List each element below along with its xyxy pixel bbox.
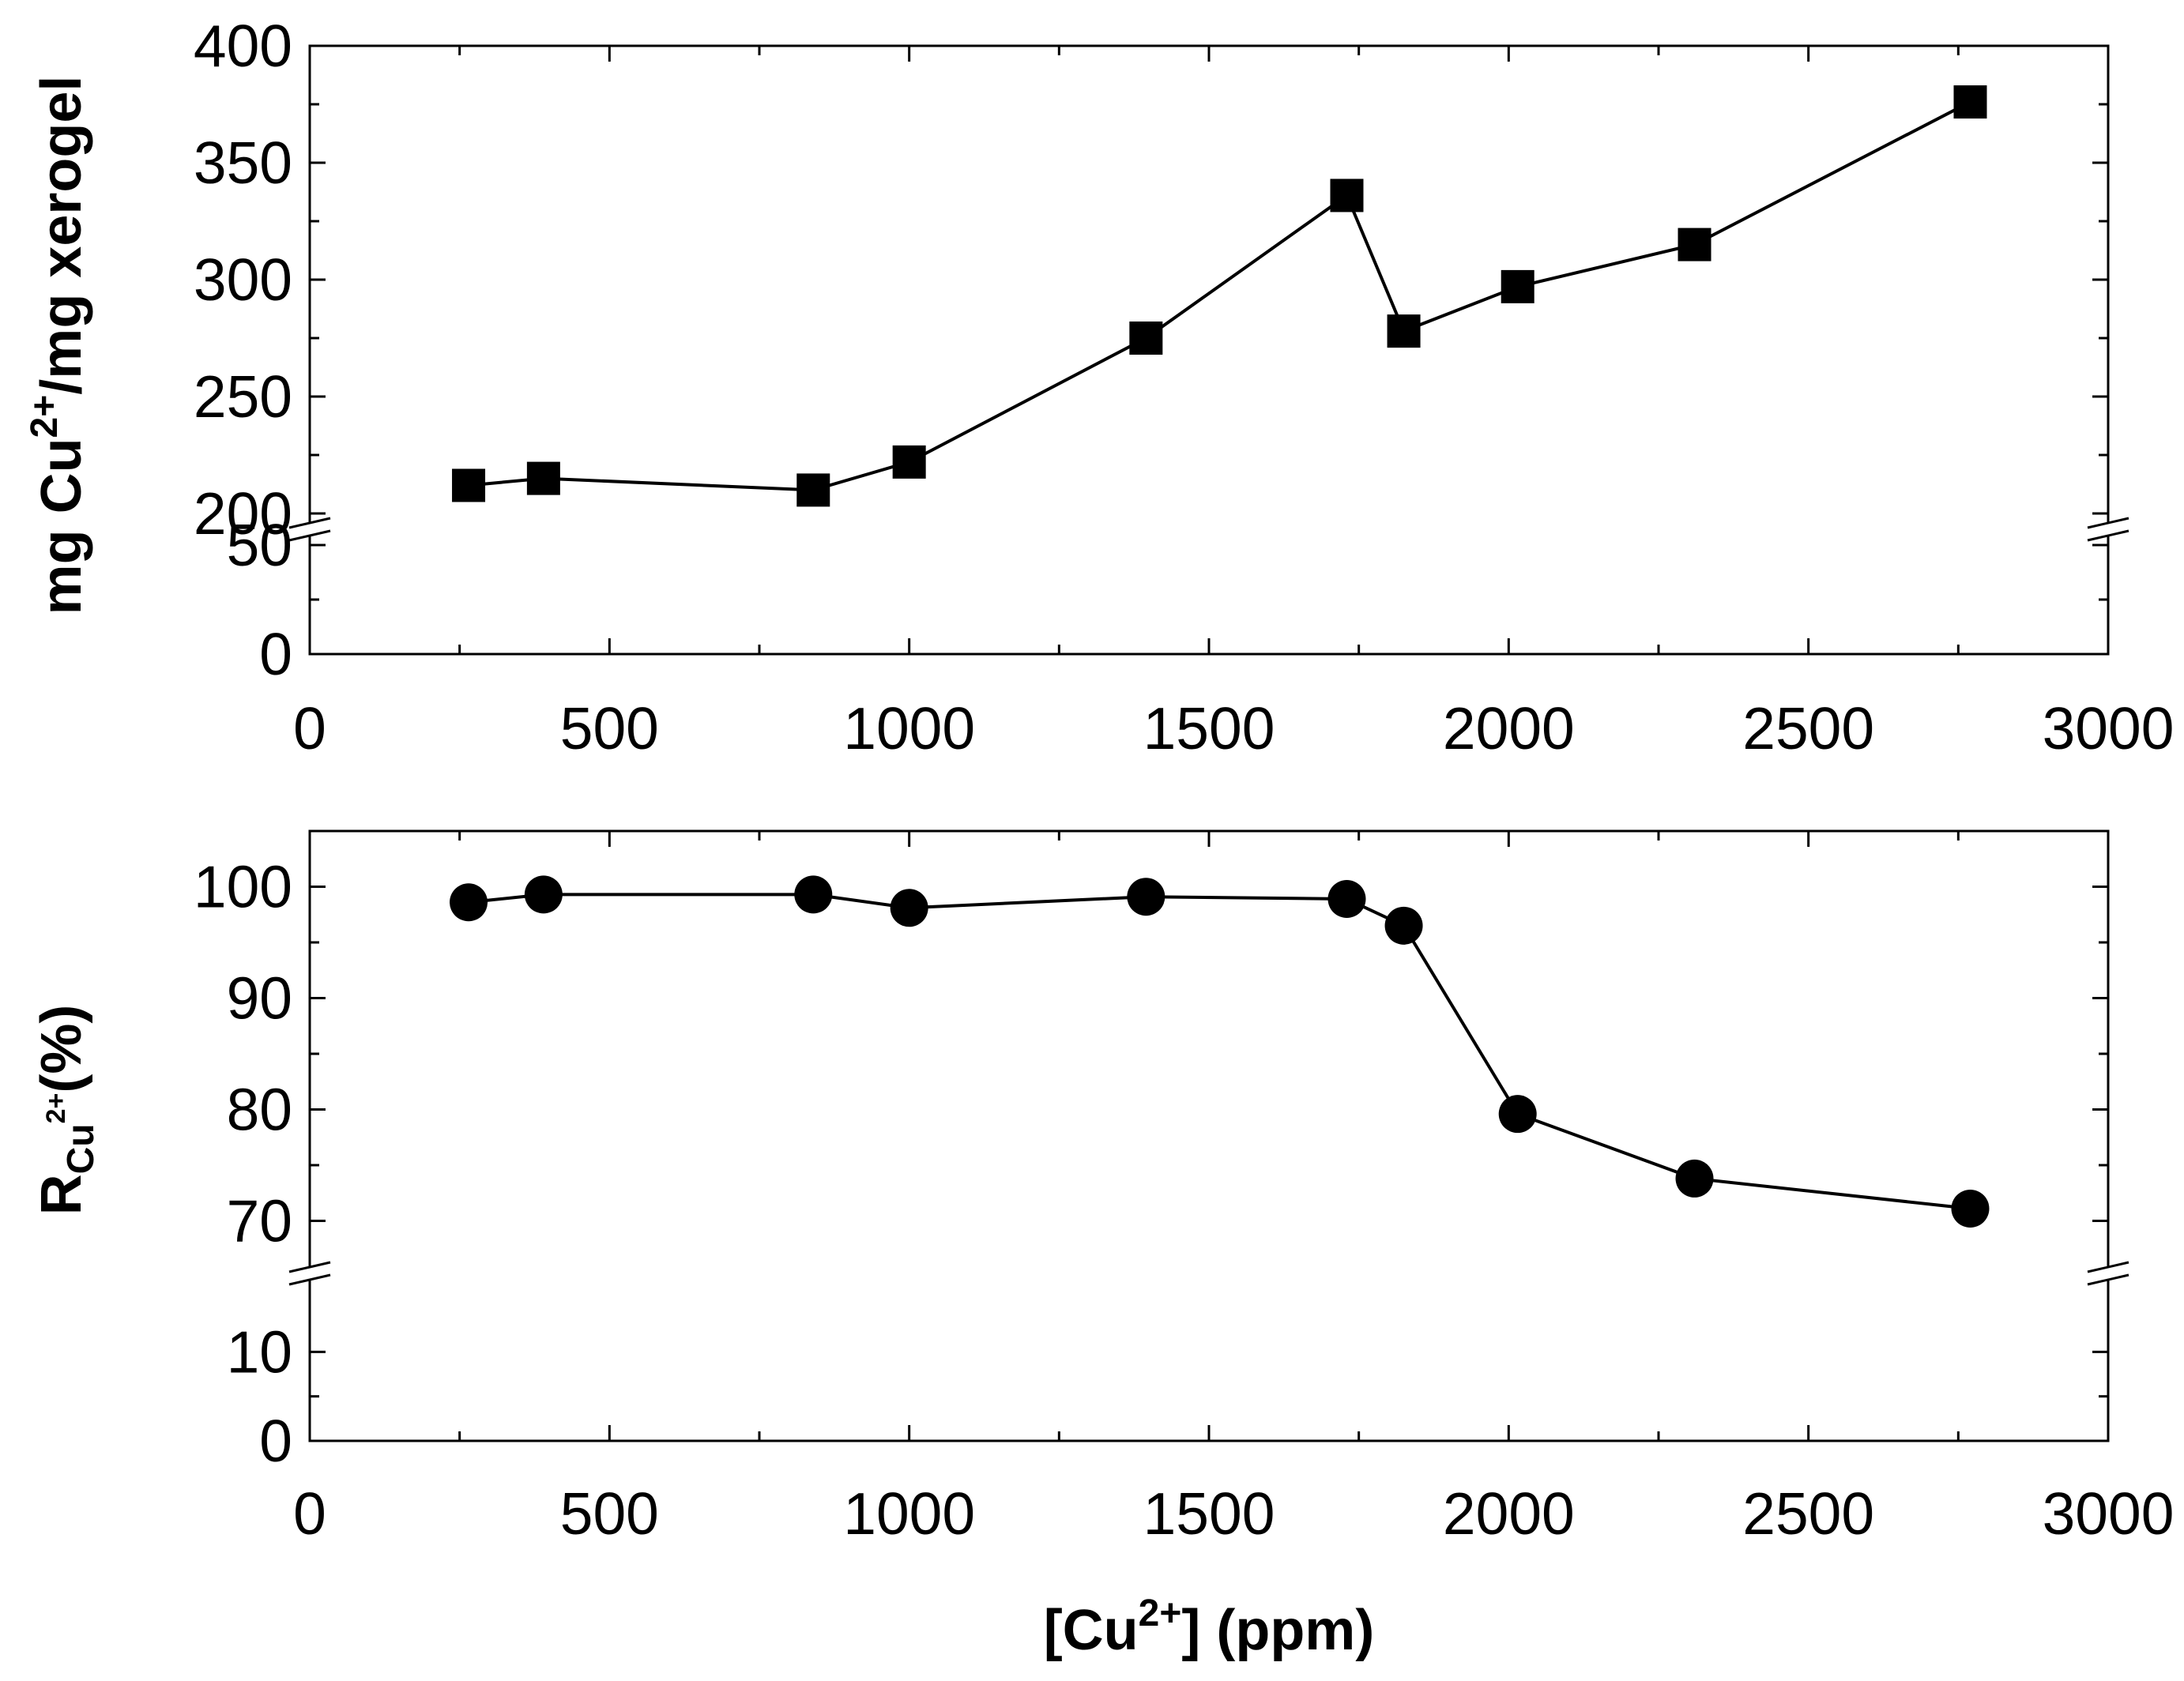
data-point-square xyxy=(892,445,926,479)
x-tick-label: 1500 xyxy=(1143,695,1275,762)
axis-break-mark xyxy=(288,1273,331,1286)
data-point-circle xyxy=(890,889,928,927)
y-tick-label: 100 xyxy=(194,854,292,920)
x-tick-label: 1000 xyxy=(843,1480,975,1547)
data-point-circle xyxy=(794,875,833,914)
x-tick-label: 1500 xyxy=(1143,1480,1275,1547)
axis-break-gap xyxy=(2086,1267,2130,1280)
series-line xyxy=(468,100,1971,492)
bottom-y-axis-title: RCu2+(%) xyxy=(30,1005,102,1216)
axis-break-mark xyxy=(2087,1261,2129,1273)
axis-break-gap xyxy=(2086,523,2130,536)
data-point-circle xyxy=(450,883,488,922)
y-tick-label: 50 xyxy=(227,512,292,578)
y-tick-label: 80 xyxy=(227,1077,292,1143)
x-tick-label: 0 xyxy=(293,1480,326,1547)
x-tick-label: 0 xyxy=(293,695,326,762)
axis-break-mark xyxy=(288,529,331,542)
data-point-square xyxy=(1387,314,1421,348)
axis-break-gap xyxy=(288,523,332,536)
y-tick-label: 0 xyxy=(259,621,292,687)
axis-break-gap xyxy=(288,1267,332,1280)
data-point-square xyxy=(1953,85,1987,119)
top-y-axis-title: mg Cu2+/mg xerogel xyxy=(24,76,93,615)
data-point-square xyxy=(796,473,830,507)
data-point-circle xyxy=(1951,1189,1990,1228)
removal-percentage-chart: 0 500 1000 1500 2000 2500 3000 0 10 70 80 90 100 xyxy=(194,829,2175,1547)
y-tick-label: 400 xyxy=(194,13,292,79)
axis-break-mark xyxy=(288,517,331,529)
x-tick-label: 3000 xyxy=(2043,1480,2175,1547)
data-point-square xyxy=(1129,322,1163,355)
x-tick-label: 2500 xyxy=(1742,695,1874,762)
y-tick-label: 350 xyxy=(194,130,292,196)
x-tick-label: 2500 xyxy=(1742,1480,1874,1547)
x-tick-label: 2000 xyxy=(1443,1480,1575,1547)
y-tick-label: 0 xyxy=(259,1408,292,1474)
axis-break-mark xyxy=(2087,1273,2129,1286)
data-point-square xyxy=(452,468,486,502)
data-point-circle xyxy=(1498,1095,1537,1134)
data-point-circle xyxy=(1127,878,1165,916)
axis-break-mark xyxy=(2087,529,2129,542)
series-line xyxy=(468,893,1971,1210)
y-tick-label: 300 xyxy=(194,246,292,313)
x-tick-label: 2000 xyxy=(1443,695,1575,762)
y-tick-label: 250 xyxy=(194,363,292,430)
y-tick-label: 200 xyxy=(194,480,292,547)
x-tick-label: 1000 xyxy=(843,695,975,762)
plot-frame xyxy=(308,829,2110,1442)
plot-frame xyxy=(308,44,2110,656)
y-tick-label: 70 xyxy=(227,1188,292,1254)
y-tick-label: 10 xyxy=(227,1318,292,1385)
data-point-square xyxy=(1678,228,1711,261)
axis-break-mark xyxy=(2087,517,2129,529)
x-axis-title: [Cu2+] (ppm) xyxy=(1044,1593,1375,1662)
data-point-circle xyxy=(1384,906,1423,945)
x-tick-label: 500 xyxy=(560,1480,659,1547)
data-point-circle xyxy=(1327,880,1366,919)
data-point-circle xyxy=(1675,1159,1714,1198)
data-point-square xyxy=(526,461,560,495)
data-point-circle xyxy=(524,875,563,914)
x-tick-label: 500 xyxy=(560,695,659,762)
data-point-square xyxy=(1501,269,1534,303)
x-tick-label: 3000 xyxy=(2043,695,2175,762)
y-tick-label: 90 xyxy=(227,965,292,1032)
axis-break-mark xyxy=(288,1261,331,1273)
data-point-square xyxy=(1330,179,1364,212)
